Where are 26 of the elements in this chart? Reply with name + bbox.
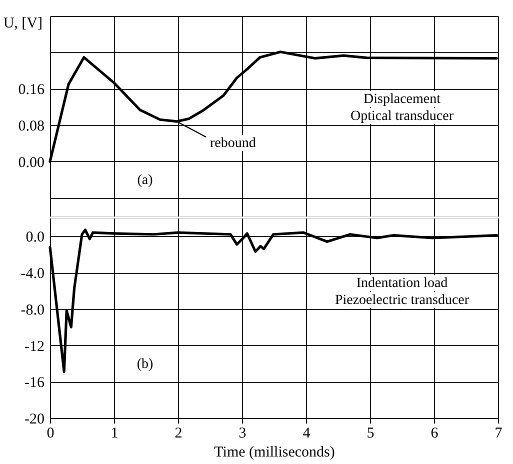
annotation: Indentation load xyxy=(356,276,448,291)
y-tick-label: -20 xyxy=(24,412,44,428)
x-axis-title: Time (milliseconds) xyxy=(214,444,335,460)
y-tick-label: 0.08 xyxy=(18,118,44,135)
y-axis-title: U, [V] xyxy=(3,16,42,32)
x-tick-label: 6 xyxy=(430,426,439,442)
x-tick-label: 0 xyxy=(46,426,54,442)
y-tick-label: -8.0 xyxy=(20,302,44,318)
y-tick-label: 0.00 xyxy=(18,154,44,171)
y-tick-label: -16 xyxy=(24,375,45,392)
x-tick-label: 2 xyxy=(174,426,182,442)
x-tick-label: 4 xyxy=(302,426,311,442)
x-tick-label: 5 xyxy=(366,426,374,442)
annotation: rebound xyxy=(210,136,256,151)
x-tick-label: 3 xyxy=(238,426,246,442)
annotation: (a) xyxy=(137,173,154,188)
x-tick-label: 7 xyxy=(494,426,503,442)
annotation: Optical transducer xyxy=(350,109,454,124)
y-tick-label: 0.16 xyxy=(18,82,45,98)
annotation: Piezoelectric transducer xyxy=(334,293,470,308)
annotation: (b) xyxy=(136,357,154,372)
x-tick-label: 1 xyxy=(110,426,118,442)
annotation: Displacement xyxy=(364,92,441,107)
y-tick-label: 0.0 xyxy=(26,230,44,246)
y-tick-label: -12 xyxy=(24,338,44,355)
y-tick-label: -4.0 xyxy=(20,266,44,282)
